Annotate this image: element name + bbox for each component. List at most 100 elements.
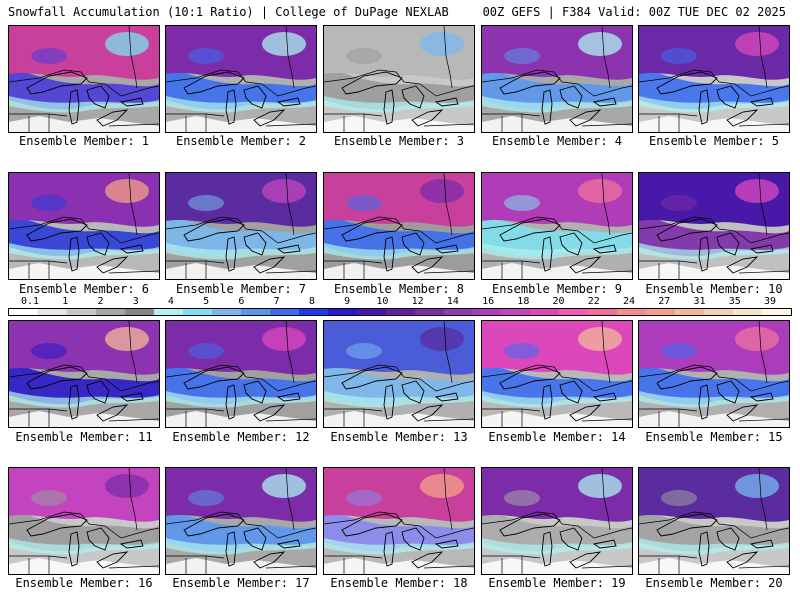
no-snow-area [482,411,632,427]
snowfall-map [166,173,316,279]
great-lake-outline [726,404,759,422]
ensemble-map-panel[interactable] [638,320,790,428]
political-border [758,26,768,89]
great-lake-outline [716,527,740,551]
ensemble-map-panel[interactable] [481,172,633,280]
ensemble-map-panel[interactable] [165,320,317,428]
light-snow-fringe [482,391,632,408]
light-snow-fringe [482,538,632,555]
political-border [581,565,632,569]
political-border [265,418,316,422]
colorbar-tick-label: 39 [763,296,777,307]
great-lake-outline [559,527,583,551]
political-border [423,418,474,422]
light-snow-fringe [9,243,159,260]
ensemble-map-panel[interactable] [481,467,633,575]
great-lake-outline [401,527,425,551]
colorbar-swatch [675,309,705,315]
ensemble-map-panel[interactable] [638,172,790,280]
ensemble-map-panel[interactable] [165,467,317,575]
ensemble-member-label: Ensemble Member: 7 [175,282,307,296]
light-snow-fringe [639,538,789,555]
snowfall-map [166,26,316,132]
political-border [758,173,768,236]
colorbar-swatch [240,309,270,315]
colorbar-swatch [66,309,96,315]
mid-snow-band [639,508,789,552]
product-title: Snowfall Accumulation (10:1 Ratio) | Col… [8,5,449,19]
great-lake-outline [183,71,245,95]
great-lake-outline [225,236,237,272]
great-lake-outline [86,527,110,551]
snow-maximum [105,474,149,498]
great-lake-outline [243,232,267,256]
colorbar-swatch [646,309,676,315]
mid-snow-band [9,213,159,257]
colorbar-tick-label: 16 [482,296,495,307]
political-border [758,468,768,531]
political-border [639,511,789,539]
great-lake-outline [96,109,129,127]
snowfall-map [9,173,159,279]
snow-maximum [578,179,622,203]
snowfall-map [482,321,632,427]
ensemble-member-label: Ensemble Member: 17 [172,576,310,590]
political-border [443,468,453,531]
ensemble-map-panel[interactable] [638,467,790,575]
ensemble-map-panel[interactable] [8,320,160,428]
ensemble-map-panel[interactable] [323,467,475,575]
ensemble-map-panel[interactable] [8,172,160,280]
political-border [128,173,138,236]
ensemble-map-panel[interactable] [8,25,160,133]
ensemble-map-panel[interactable] [481,25,633,133]
snow-maximum [735,327,779,351]
snowfall-map [9,468,159,574]
snow-maximum [578,474,622,498]
colorbar-swatch [269,309,299,315]
ensemble-map-panel[interactable] [323,320,475,428]
snow-maximum [105,32,149,56]
political-border [423,123,474,127]
colorbar-tick-label: 35 [728,296,741,307]
no-snow-area [166,263,316,279]
political-border [128,468,138,531]
colorbar-swatch [327,309,357,315]
ensemble-map-panel[interactable] [323,25,475,133]
ensemble-member-label: Ensemble Member: 5 [648,134,780,148]
great-lake-outline [86,380,110,404]
colorbar-tick-label: 9 [344,296,351,307]
snowfall-map [639,321,789,427]
snowfall-map [324,26,474,132]
political-border [482,216,632,244]
colorbar-swatch [762,309,792,315]
political-border [581,418,632,422]
ensemble-map-panel[interactable] [481,320,633,428]
colorbar-swatch [733,309,763,315]
great-lake-outline [656,366,718,390]
political-border [443,26,453,89]
no-snow-area [639,411,789,427]
snow-pocket [661,195,697,211]
political-border [9,69,159,97]
great-lake-outline [276,244,301,254]
great-lake-outline [698,384,710,420]
great-lake-outline [698,531,710,567]
no-snow-area [9,411,159,427]
ensemble-map-panel[interactable] [323,172,475,280]
great-lake-outline [499,513,561,537]
colorbar-tick-label: 20 [552,296,565,307]
ensemble-member-label: Ensemble Member: 6 [18,282,150,296]
no-snow-area [482,263,632,279]
ensemble-map-panel[interactable] [165,25,317,133]
colorbar-tick-label: 24 [623,296,636,307]
ensemble-map-panel[interactable] [8,467,160,575]
colorbar-swatch [211,309,241,315]
great-lake-outline [253,109,286,127]
political-border [166,216,316,244]
snow-pocket [346,490,382,506]
snow-pocket [504,48,540,64]
political-border [639,364,789,392]
colorbar-swatch [298,309,328,315]
ensemble-map-panel[interactable] [638,25,790,133]
ensemble-map-panel[interactable] [165,172,317,280]
